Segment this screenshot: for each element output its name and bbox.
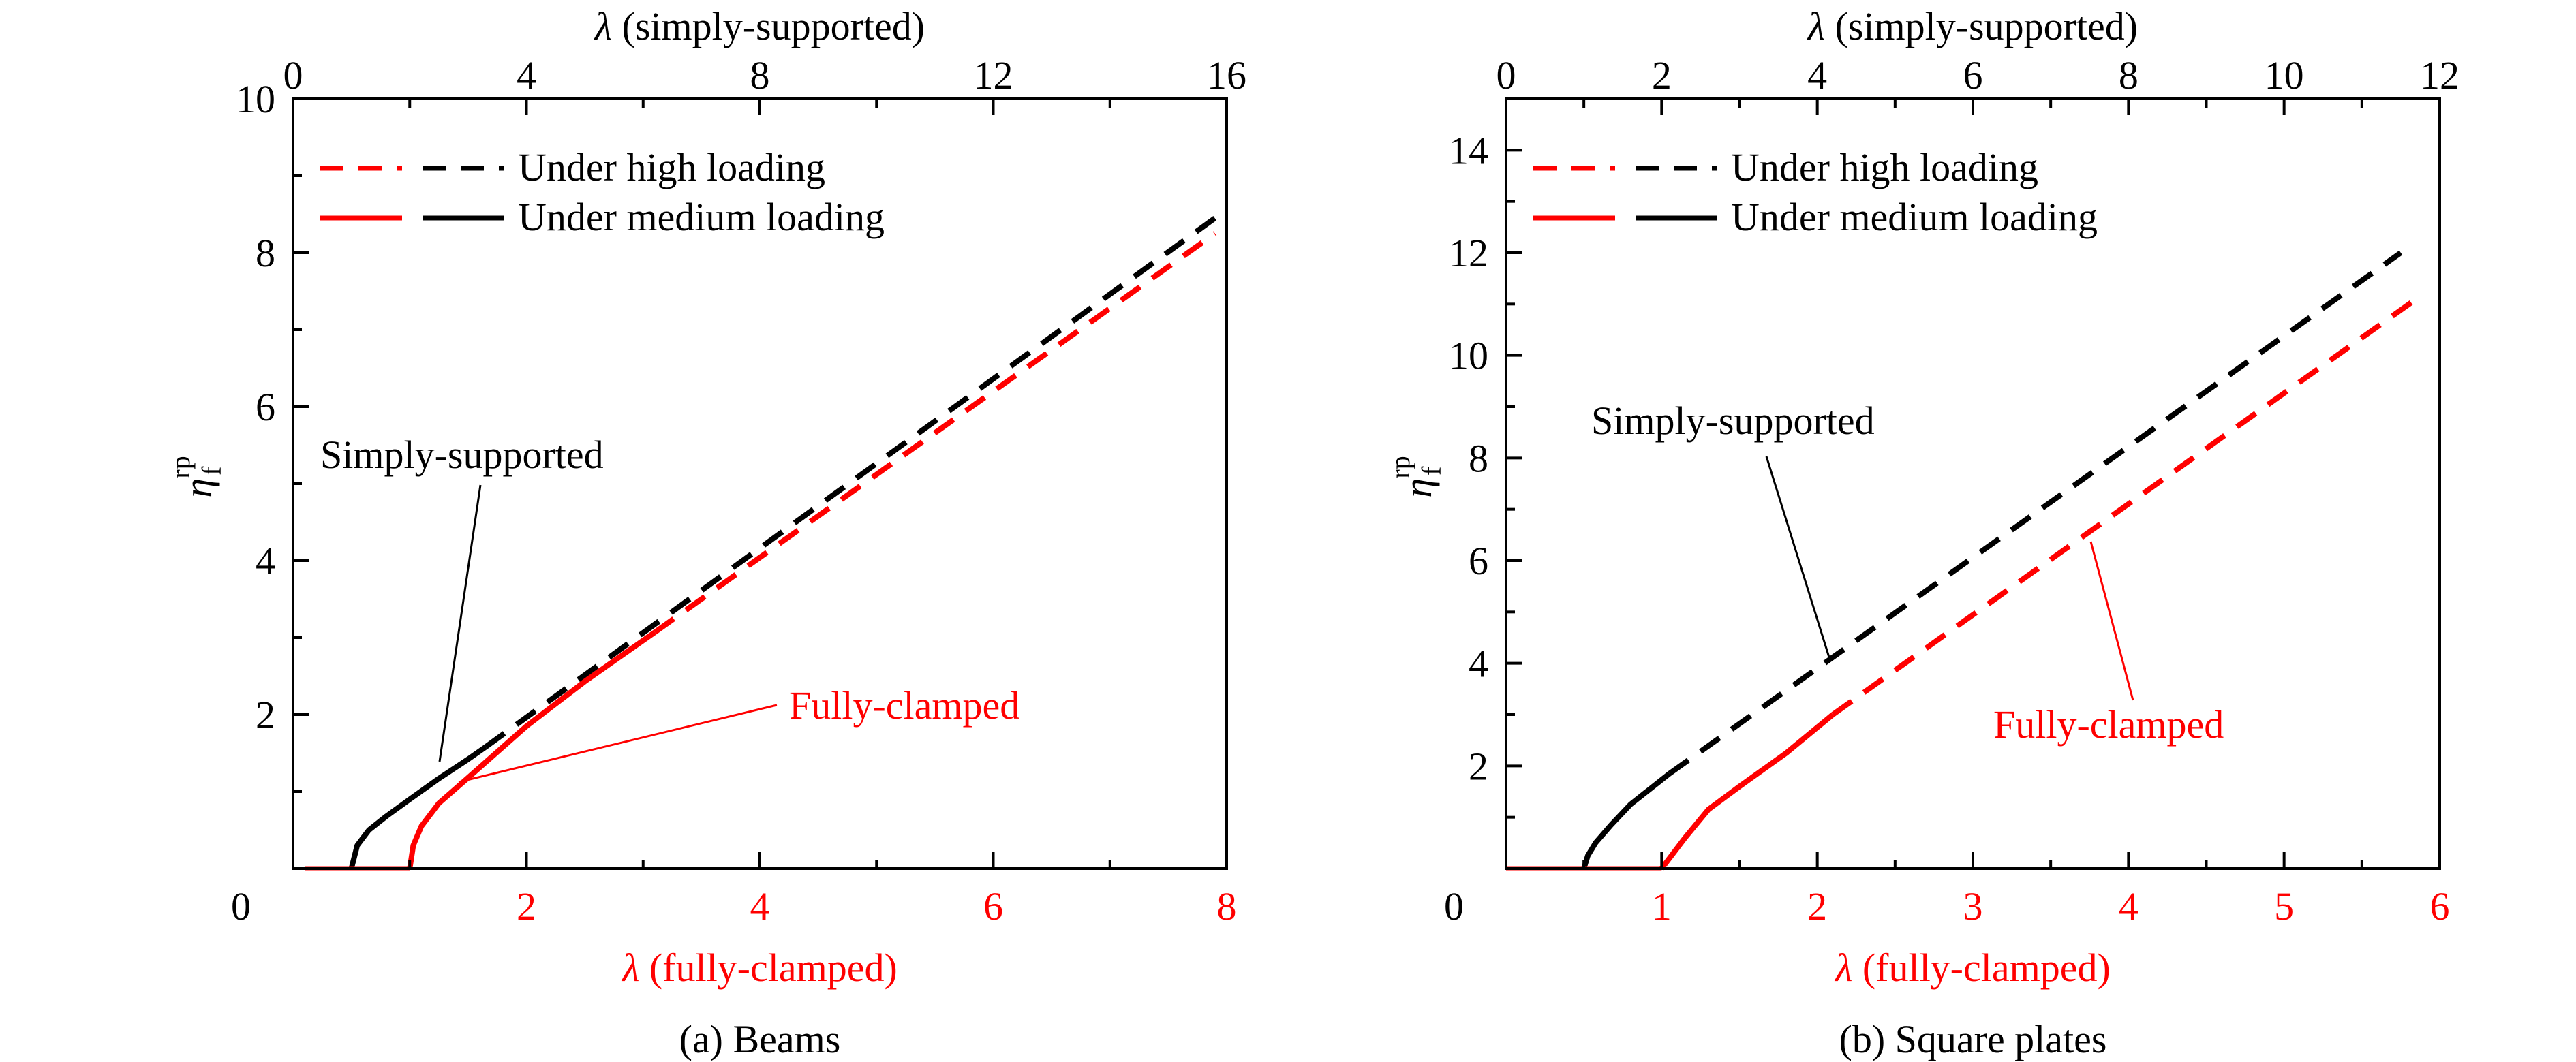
- panel-a-legend: Under high loading Under medium loading: [320, 145, 885, 239]
- panel-b-xlabel-top-text: (simply-supported): [1825, 4, 2138, 48]
- panel-b-x-top-tick-label: 8: [2119, 53, 2138, 97]
- panel-b-y-tick-label: 2: [1469, 744, 1488, 788]
- panel-b-x-bottom-tick-label: 2: [1807, 884, 1827, 928]
- panel-a-ylabel-sup: rp: [165, 456, 196, 478]
- panel-a-series-fully-clamped-medium-line: [407, 629, 657, 869]
- panel-a-x-bottom-tick-label: 2: [517, 884, 536, 928]
- panel-b-legend-medium-label: Under medium loading: [1731, 195, 2098, 239]
- panel-b-x-top-tick-label: 0: [1497, 53, 1516, 97]
- panel-b-x-top-tick-label: 6: [1963, 53, 1983, 97]
- panel-a-y-tick-label: 6: [256, 385, 275, 429]
- panel-b-xlabel-bottom-symbol: λ: [1834, 946, 1852, 990]
- panel-b-y-tick-label: 12: [1449, 231, 1488, 275]
- panel-b-caption: (b) Square plates: [1839, 1017, 2107, 1061]
- panel-a-x-bottom-tick-label: 4: [750, 884, 770, 928]
- panel-a-ylabel-main: η: [176, 478, 220, 498]
- panel-b-annotation-fully-clamped-leader: [2089, 541, 2134, 701]
- panel-b-y-tick-label: 4: [1469, 642, 1488, 686]
- panel-b-y-tick-label: 6: [1469, 539, 1488, 583]
- panel-a-caption: (a) Beams: [679, 1017, 841, 1061]
- panel-a-x-top-tick-label: 8: [750, 53, 770, 97]
- panel-a-xlabel-top-symbol: λ: [594, 4, 612, 48]
- panel-b-legend: Under high loading Under medium loading: [1533, 145, 2098, 239]
- panel-a-x-bottom-title: λ (fully-clamped): [621, 946, 898, 990]
- panel-a-x-bottom-tick-label: 6: [983, 884, 1003, 928]
- panel-a-series-simply-supported-high-line: [484, 215, 1217, 749]
- panel-b-x-top-tick-label: 2: [1652, 53, 1672, 97]
- panel-b-series-fully-clamped-medium-line: [1659, 712, 1835, 871]
- panel-b-x-top-tick-label: 4: [1807, 53, 1827, 97]
- panel-a-series-fully-clamped-high-line: [653, 231, 1217, 635]
- panel-a-x-top-tick-label: 16: [1207, 53, 1246, 97]
- svg-text:η f rp: η f rp: [165, 456, 227, 497]
- panel-a-y-tick-label: 10: [236, 77, 275, 121]
- panel-b-x-top-tick-label: 10: [2265, 53, 2304, 97]
- panel-a-legend-high-label: Under high loading: [518, 145, 825, 189]
- panel-b-y-tick-label: 14: [1449, 128, 1488, 172]
- panel-a-x-top-tick-label: 12: [974, 53, 1013, 97]
- panel-b-annotation-fully-clamped: Fully-clamped: [1993, 702, 2224, 747]
- panel-a-xlabel-bottom-text: (fully-clamped): [639, 946, 897, 990]
- panel-b-x-bottom-tick-label: 1: [1652, 884, 1672, 928]
- panel-a-origin-label: 0: [231, 884, 251, 928]
- panel-a-series-simply-supported-medium-line: [348, 745, 487, 869]
- panel-b-x-bottom-title: λ (fully-clamped): [1834, 946, 2111, 990]
- panel-b-xlabel-top-symbol: λ: [1807, 4, 1825, 48]
- panel-b-origin-label: 0: [1444, 884, 1464, 928]
- panel-b-legend-high-label: Under high loading: [1731, 145, 2038, 189]
- panel-b-annotation-simply-supported-leader: [1765, 456, 1831, 660]
- panel-a-annotation-simply-supported: Simply-supported: [320, 433, 604, 477]
- panel-b-ylabel-main: η: [1396, 478, 1440, 498]
- panel-a-xlabel-top-text: (simply-supported): [612, 4, 925, 48]
- panel-b-x-bottom-tick-label: 5: [2274, 884, 2294, 928]
- panel-a-y-tick-label: 8: [256, 231, 275, 275]
- panel-b-annotation-simply-supported: Simply-supported: [1591, 399, 1875, 443]
- panel-a-series: [305, 215, 1217, 871]
- panel-a-ylabel-sub: f: [196, 466, 227, 475]
- panel-b-series-fully-clamped-high-line: [1831, 296, 2419, 717]
- panel-a-annotation-simply-supported-leader: [438, 484, 482, 762]
- panel-b-x-bottom-tick-label: 4: [2119, 884, 2138, 928]
- panel-b-x-top-title: λ (simply-supported): [1807, 4, 2138, 48]
- panel-b-series: [1506, 250, 2419, 871]
- panel-b-y-tick-label: 10: [1449, 334, 1488, 378]
- panel-a-x-bottom-tick-label: 8: [1217, 884, 1237, 928]
- panel-b-x-top-tick-label: 12: [2420, 53, 2459, 97]
- panel-b-ylabel-sub: f: [1416, 466, 1447, 475]
- panel-a-x-top-tick-label: 4: [517, 53, 536, 97]
- panel-a-y-tick-label: 4: [256, 539, 275, 583]
- panel-a-xlabel-bottom-symbol: λ: [621, 946, 639, 990]
- panel-a-legend-medium-label: Under medium loading: [518, 195, 885, 239]
- panel-b-y-axis-title: η f rp: [1385, 456, 1447, 497]
- panel-b-x-bottom-tick-label: 6: [2430, 884, 2450, 928]
- svg-text:η f rp: η f rp: [1385, 456, 1447, 497]
- panel-b-xlabel-bottom-text: (fully-clamped): [1852, 946, 2110, 990]
- panel-b-x-bottom-tick-label: 3: [1963, 884, 1983, 928]
- panel-b-series-simply-supported-medium-line: [1581, 771, 1672, 870]
- panel-a-y-tick-label: 2: [256, 693, 275, 737]
- panel-b-series-simply-supported-high-line: [1668, 250, 2403, 776]
- panel-a-y-axis-title: η f rp: [165, 456, 227, 497]
- panel-a-annotation-fully-clamped-leader: [458, 704, 778, 783]
- panel-a-x-top-title: λ (simply-supported): [594, 4, 925, 48]
- panel-a-x-top-tick-label: 0: [283, 53, 303, 97]
- panel-a-annotation-fully-clamped: Fully-clamped: [789, 683, 1019, 728]
- panel-b-y-tick-label: 8: [1469, 436, 1488, 480]
- panel-b-ylabel-sup: rp: [1385, 456, 1415, 478]
